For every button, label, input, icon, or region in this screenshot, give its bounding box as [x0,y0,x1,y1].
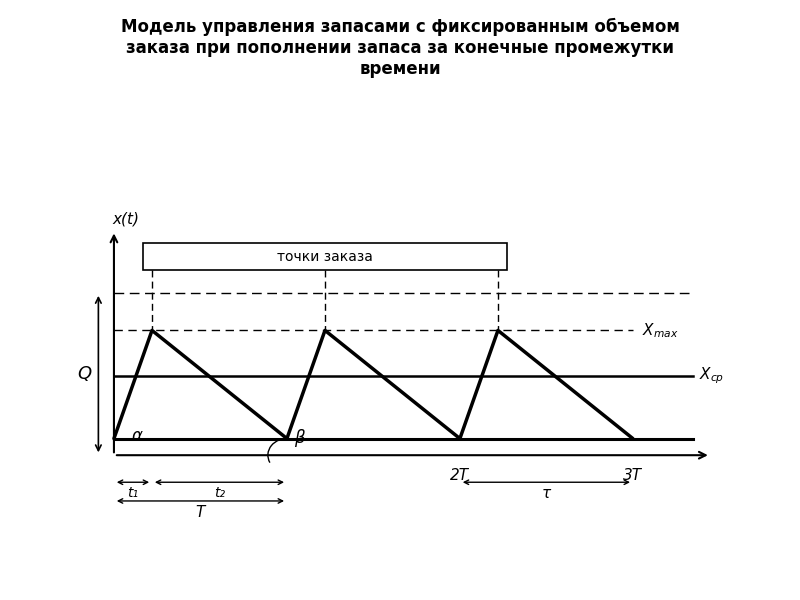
Text: t₁: t₁ [127,487,138,500]
Text: α: α [131,427,142,445]
Text: 2T: 2T [450,467,470,482]
Text: x(t): x(t) [112,211,139,226]
Text: Q: Q [78,365,91,383]
Text: точки заказа: точки заказа [277,250,373,263]
Text: Модель управления запасами с фиксированным объемом
заказа при пополнении запаса : Модель управления запасами с фиксированн… [121,18,679,78]
Text: T: T [196,505,205,520]
Text: $X_{cp}$: $X_{cp}$ [698,366,724,386]
Text: β: β [294,429,305,447]
FancyBboxPatch shape [143,243,506,270]
Text: 3T: 3T [623,467,642,482]
Text: τ: τ [542,487,551,502]
Text: t₂: t₂ [214,487,225,500]
Text: $X_{max}$: $X_{max}$ [642,321,678,340]
